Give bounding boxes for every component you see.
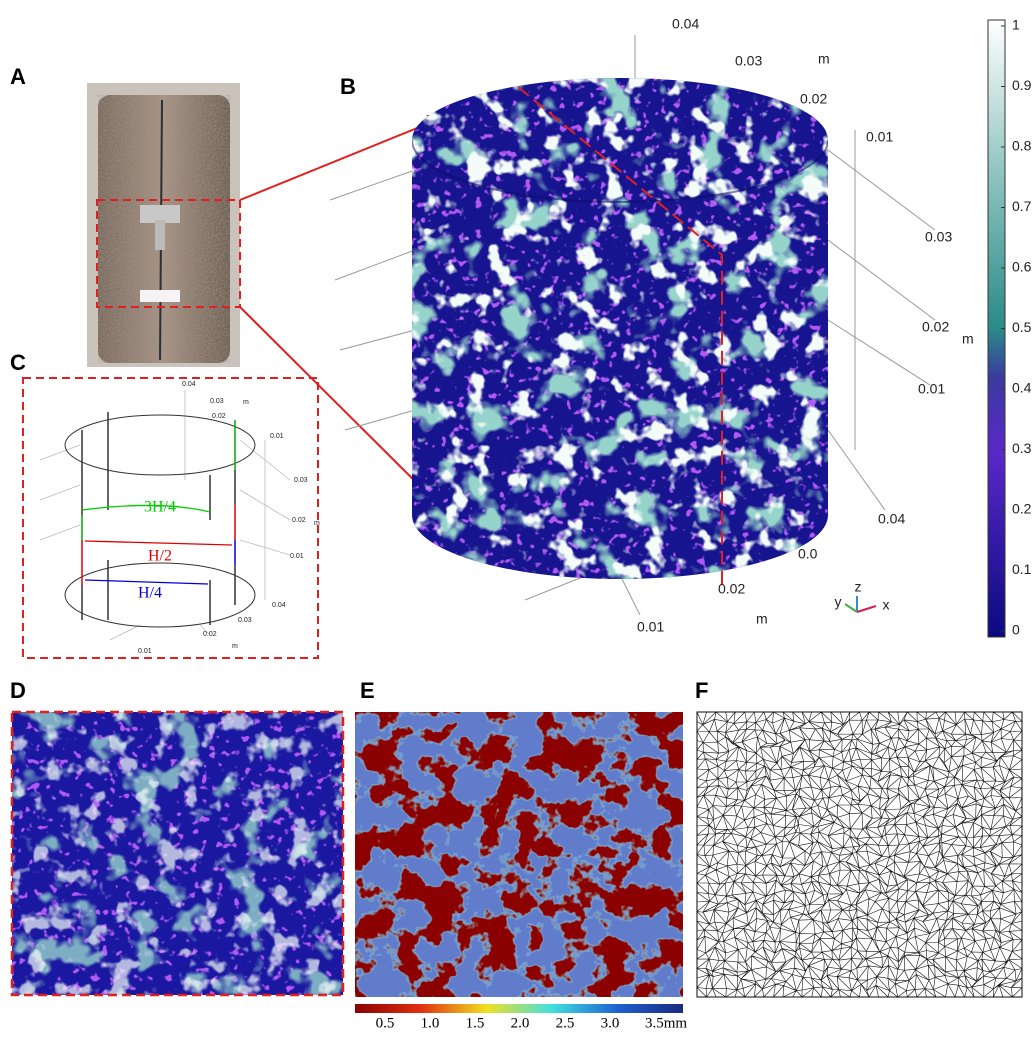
tick-label: 0.03: [735, 53, 762, 69]
tick-label: 0.04: [182, 381, 196, 388]
colorbar-label: 0.6: [1012, 259, 1032, 275]
tick-label: 0.0: [798, 546, 818, 562]
section-line: [517, 86, 723, 585]
tick-label: 0.03: [238, 617, 252, 624]
colorbar-label: 1: [1012, 17, 1020, 33]
triad-label: x: [883, 597, 890, 613]
tick-label: 0.02: [292, 517, 306, 524]
triad-label: y: [835, 594, 842, 610]
tick-label: 0.01: [290, 553, 304, 560]
colorbar-label: 1.0: [421, 1015, 440, 1031]
cylinder: [412, 78, 828, 579]
tick-label: 0.02: [718, 581, 745, 597]
tick-label: 0.01: [866, 129, 893, 145]
colorbar-label: 0.8: [1012, 138, 1032, 154]
tick-label: 0.04: [672, 16, 699, 32]
tick-label: m: [818, 51, 830, 67]
mesh: [696, 711, 1023, 998]
colorbar-label: 0.1: [1012, 561, 1032, 577]
panel-label: A: [10, 64, 26, 89]
tick-label: 0.02: [212, 413, 226, 420]
tick-label: 0.03: [294, 477, 308, 484]
schematic: [22, 377, 319, 659]
colorbar-label: 0.5: [1012, 319, 1032, 335]
colorbar-label: 3.5mm: [645, 1015, 687, 1031]
colorbar-label: 2.5: [556, 1015, 575, 1031]
tick-label: 0.01: [270, 433, 284, 440]
tick-label: 0.03: [925, 229, 952, 245]
tick-label: m: [962, 331, 974, 347]
tick-label: m: [243, 399, 249, 406]
rock-photo: [87, 83, 241, 367]
panel-label: C: [10, 350, 26, 375]
colorbar-label: 2.0: [511, 1015, 530, 1031]
panel-label: D: [10, 678, 26, 703]
colorbar-label: 0.9: [1012, 77, 1032, 93]
tick-label: 0.02: [922, 319, 949, 335]
colorbar-label: 3.0: [601, 1015, 620, 1031]
colorbar-label: 0.3: [1012, 440, 1032, 456]
tick-label: m: [756, 611, 768, 627]
tick-label: 0.03: [210, 398, 224, 405]
level-label: H/4: [138, 585, 162, 602]
tick-label: m: [232, 643, 238, 650]
section-map: [12, 712, 343, 995]
colorbar-label: 0: [1012, 622, 1020, 638]
level-label: 3H/4: [144, 499, 176, 516]
triad-label: z: [855, 579, 862, 595]
panel-label: F: [695, 678, 708, 703]
colorbar-label: 1.5: [466, 1015, 485, 1031]
tick-label: 0.02: [203, 631, 217, 638]
colorbar-label: 0.7: [1012, 198, 1032, 214]
panel-label: E: [360, 678, 375, 703]
colorbar-label: 0.4: [1012, 380, 1032, 396]
tick-label: m: [314, 520, 320, 527]
tick-label: 0.01: [918, 381, 945, 397]
colorbar: [355, 1004, 683, 1013]
tick-label: 0.02: [800, 91, 827, 107]
tick-label: 0.04: [878, 511, 905, 527]
panel-label: B: [340, 74, 356, 99]
colorbar-label: 0.5: [376, 1015, 395, 1031]
colorbar-label: 0.2: [1012, 501, 1032, 517]
triad: [844, 596, 877, 613]
tick-label: 0.04: [272, 602, 286, 609]
level-label: H/2: [148, 548, 172, 565]
tick-label: 0.01: [138, 648, 152, 655]
frame: [10, 710, 345, 997]
aperture-map: [355, 712, 683, 997]
tick-label: 0.01: [637, 619, 664, 635]
